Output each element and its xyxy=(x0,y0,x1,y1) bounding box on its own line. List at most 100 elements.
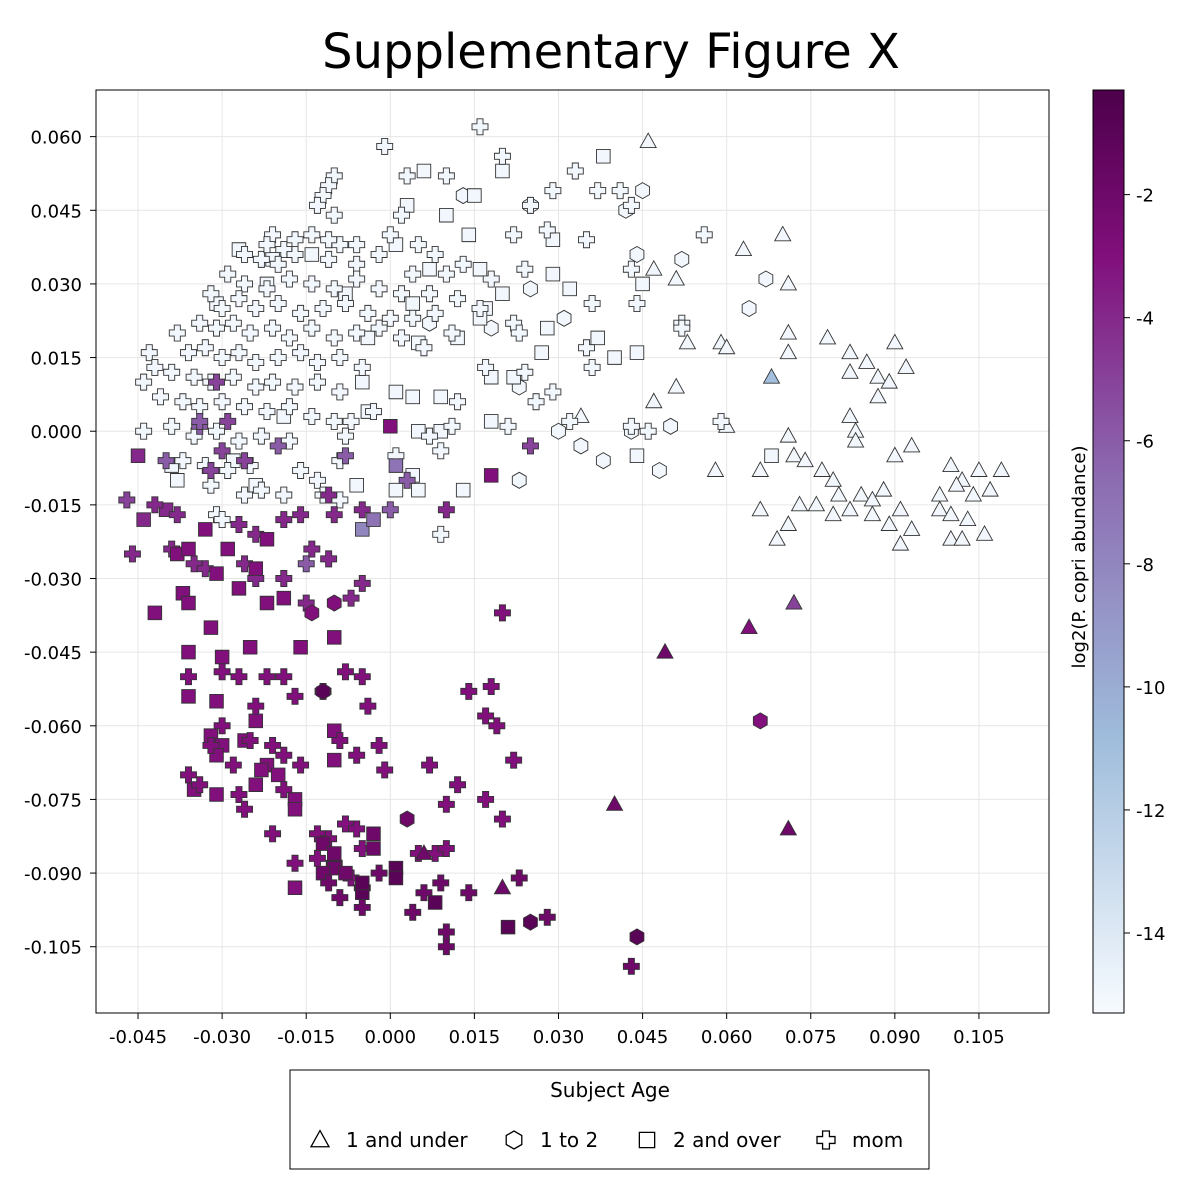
point-cross xyxy=(230,668,248,686)
point-triangle xyxy=(667,377,685,394)
point-triangle xyxy=(807,495,826,512)
point-square xyxy=(231,581,247,596)
point-cross xyxy=(320,231,338,249)
point-square xyxy=(130,448,146,464)
point-cross xyxy=(196,339,214,357)
point-cross xyxy=(185,368,203,386)
y-tick-label: -0.030 xyxy=(24,570,82,591)
point-triangle xyxy=(858,353,876,369)
point-cross xyxy=(348,270,366,288)
point-cross xyxy=(348,324,366,342)
x-tick-label: 0.045 xyxy=(617,1027,669,1048)
point-cross xyxy=(303,226,321,244)
point-triangle xyxy=(779,426,798,443)
point-cross xyxy=(320,874,338,892)
point-cross xyxy=(505,226,523,244)
point-cross xyxy=(202,736,220,754)
y-tick-label: -0.075 xyxy=(24,790,82,811)
point-cross xyxy=(174,393,192,411)
point-cross xyxy=(264,736,282,754)
x-tick-label: -0.045 xyxy=(109,1027,167,1048)
point-cross xyxy=(353,668,371,686)
point-cross xyxy=(236,555,254,573)
point-triangle xyxy=(785,446,803,463)
point-cross xyxy=(583,358,601,376)
point-square xyxy=(259,595,275,611)
point-triangle xyxy=(779,343,798,360)
point-cross xyxy=(275,668,293,686)
point-cross xyxy=(264,319,282,337)
legend-label: 1 to 2 xyxy=(540,1128,598,1152)
point-square xyxy=(209,787,224,802)
point-cross xyxy=(236,398,254,416)
point-cross xyxy=(320,250,338,268)
point-hexagon xyxy=(523,280,538,298)
legend-entries: 1 and under 1 to 2 2 and over mom xyxy=(309,1128,903,1152)
point-cross xyxy=(314,187,332,205)
point-cross xyxy=(286,246,304,263)
point-triangle xyxy=(841,362,859,379)
point-cross xyxy=(247,354,265,371)
point-triangle xyxy=(717,338,736,355)
point-cross xyxy=(443,324,461,342)
point-cross xyxy=(213,717,231,735)
point-square xyxy=(327,630,342,645)
point-cross xyxy=(522,196,539,214)
point-triangle xyxy=(751,461,770,477)
point-triangle xyxy=(942,529,960,546)
point-hexagon xyxy=(674,250,690,268)
point-cross xyxy=(353,574,371,592)
y-tick-label: -0.090 xyxy=(24,864,82,885)
point-cross xyxy=(247,697,265,715)
point-triangle xyxy=(824,470,842,487)
x-tick-label: 0.060 xyxy=(701,1027,753,1048)
point-triangle xyxy=(796,451,814,468)
point-cross xyxy=(331,732,349,749)
point-cross xyxy=(269,255,287,273)
point-cross xyxy=(286,687,304,705)
point-cross xyxy=(180,766,197,784)
point-triangle xyxy=(493,878,512,895)
point-cross xyxy=(437,840,455,857)
colorbar-tick-label: -10 xyxy=(1136,678,1165,699)
point-square xyxy=(483,468,499,483)
point-triangle xyxy=(891,534,910,551)
point-cross xyxy=(123,545,141,563)
point-square xyxy=(388,384,404,400)
point-hexagon xyxy=(556,309,572,327)
point-triangle xyxy=(958,510,977,527)
legend-label: 1 and under xyxy=(346,1128,468,1152)
colorbar-tick-label: -8 xyxy=(1136,555,1154,576)
point-triangle xyxy=(863,505,882,522)
point-triangle xyxy=(902,520,921,536)
point-cross xyxy=(460,884,478,902)
point-cross xyxy=(538,221,556,239)
point-cross xyxy=(230,290,248,308)
point-square xyxy=(147,605,163,621)
point-cross xyxy=(437,795,455,813)
point-cross xyxy=(213,393,231,411)
point-cross xyxy=(320,550,338,568)
point-hexagon xyxy=(663,417,678,435)
point-cross xyxy=(230,516,248,533)
point-cross xyxy=(280,270,298,288)
point-cross xyxy=(174,452,192,470)
point-cross xyxy=(398,167,416,185)
point-cross xyxy=(393,329,410,347)
point-cross xyxy=(320,486,338,504)
point-cross xyxy=(348,236,366,254)
point-square xyxy=(287,802,303,817)
point-triangle xyxy=(891,500,910,517)
x-tick-label: 0.000 xyxy=(365,1027,417,1048)
point-cross xyxy=(510,869,528,887)
point-cross xyxy=(264,825,282,843)
point-square xyxy=(590,330,605,346)
point-triangle xyxy=(942,456,960,473)
point-cross xyxy=(393,206,410,224)
point-triangle xyxy=(942,505,960,522)
point-cross xyxy=(213,511,231,529)
point-cross xyxy=(398,471,416,489)
point-cross xyxy=(325,167,343,185)
point-cross xyxy=(393,285,410,303)
